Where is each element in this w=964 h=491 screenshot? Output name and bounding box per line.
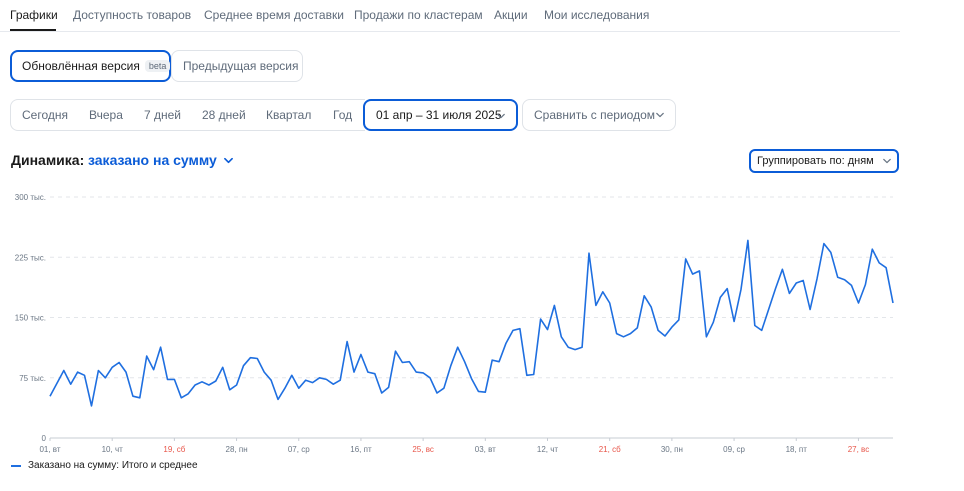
period-year-button[interactable]: Год	[333, 108, 353, 122]
legend-label: Заказано на сумму: Итого и среднее	[28, 460, 198, 471]
date-range-picker[interactable]: 01 апр – 31 июля 2025	[363, 99, 518, 131]
period-yesterday-button[interactable]: Вчера	[89, 108, 123, 122]
period-7-days-button[interactable]: 7 дней	[144, 108, 182, 122]
x-tick-label: 03, вт	[475, 445, 496, 454]
updated-version-button[interactable]: Обновлённая версия beta	[10, 50, 171, 82]
chart-legend[interactable]: Заказано на сумму: Итого и среднее	[11, 460, 198, 471]
x-tick-label: 19, сб	[163, 445, 185, 454]
tabs-bar: Графики Доступность товаров Среднее врем…	[0, 0, 900, 32]
chevron-down-icon	[656, 112, 664, 118]
x-tick-label: 01, вт	[39, 445, 60, 454]
y-tick-label: 75 тыс.	[19, 374, 46, 383]
compare-period-label: Сравнить с периодом	[534, 108, 656, 122]
x-tick-label: 16, пт	[350, 445, 372, 454]
metric-label: заказано на сумму	[88, 152, 217, 168]
x-tick-label: 07, ср	[288, 445, 310, 454]
period-quarter-button[interactable]: Квартал	[266, 108, 312, 122]
x-tick-label: 10, чт	[102, 445, 124, 454]
previous-version-label: Предыдущая версия	[183, 59, 299, 73]
y-tick-label: 150 тыс.	[15, 314, 46, 323]
x-tick-label: 28, пн	[226, 445, 248, 454]
group-by-label: Группировать по: дням	[757, 155, 874, 167]
active-tab-indicator	[10, 29, 56, 31]
x-tick-label: 21, сб	[599, 445, 621, 454]
tab-promotions[interactable]: Акции	[494, 8, 528, 22]
dynamics-label: Динамика:	[11, 152, 85, 168]
x-tick-label: 09, ср	[723, 445, 745, 454]
x-tick-label: 25, вс	[412, 445, 434, 454]
period-today-button[interactable]: Сегодня	[22, 108, 68, 122]
previous-version-button[interactable]: Предыдущая версия	[171, 50, 303, 82]
chevron-down-icon	[883, 158, 891, 164]
orders-line-chart: 0 75 тыс. 150 тыс. 225 тыс. 300 тыс. 01, вт 10…	[15, 193, 894, 454]
x-tick-label: 30, пн	[661, 445, 683, 454]
tab-graphs[interactable]: Графики	[10, 8, 58, 22]
tab-delivery-time[interactable]: Среднее время доставки	[204, 8, 344, 22]
period-28-days-button[interactable]: 28 дней	[202, 108, 246, 122]
y-tick-label: 300 тыс.	[15, 193, 46, 202]
tab-cluster-sales[interactable]: Продажи по кластерам	[354, 8, 483, 22]
tab-my-research[interactable]: Мои исследования	[544, 8, 650, 22]
y-tick-label: 225 тыс.	[15, 253, 46, 262]
beta-badge: beta	[144, 60, 171, 72]
updated-version-label: Обновлённая версия	[22, 59, 140, 73]
period-presets-group	[10, 99, 365, 131]
legend-swatch	[11, 464, 21, 467]
x-tick-label: 12, чт	[537, 445, 559, 454]
x-tick-label: 18, пт	[786, 445, 808, 454]
metric-dropdown[interactable]: заказано на сумму	[88, 152, 233, 168]
x-tick-label: 27, вс	[848, 445, 870, 454]
chevron-down-icon	[497, 113, 505, 119]
series-line-orders	[49, 239, 894, 407]
compare-period-dropdown[interactable]: Сравнить с периодом	[522, 99, 676, 131]
chevron-down-icon	[223, 157, 233, 164]
tab-availability[interactable]: Доступность товаров	[73, 8, 192, 22]
y-tick-label: 0	[42, 434, 47, 443]
date-range-label: 01 апр – 31 июля 2025	[376, 108, 502, 122]
group-by-dropdown[interactable]: Группировать по: дням	[749, 149, 899, 173]
